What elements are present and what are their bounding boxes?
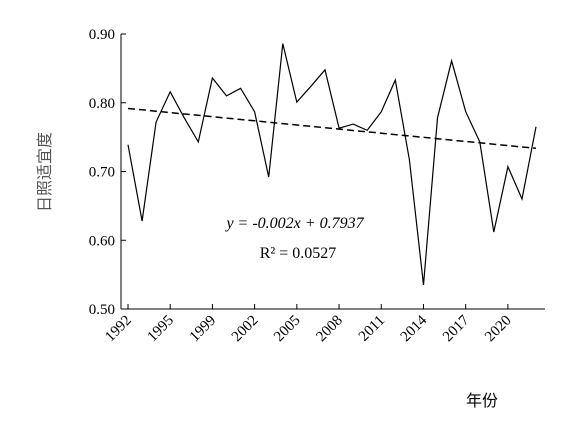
x-tick-label: 2014 xyxy=(398,312,431,345)
data-line xyxy=(127,43,537,285)
y-tick-label: 0.70 xyxy=(89,165,115,181)
y-tick-label: 0.80 xyxy=(89,96,115,112)
x-tick-label: 2020 xyxy=(482,313,515,346)
equation: y = -0.002x + 0.7937 xyxy=(224,215,364,232)
y-axis-label: 日照适宜度 xyxy=(36,132,54,212)
x-tick-label: 2011 xyxy=(356,313,388,345)
x-tick-label: 1999 xyxy=(187,313,220,346)
y-tick-label: 0.90 xyxy=(89,27,115,43)
y-tick-label: 0.60 xyxy=(89,233,115,249)
y-tick-label: 0.50 xyxy=(89,302,115,318)
x-tick-label: 2008 xyxy=(313,313,346,346)
trend-line xyxy=(127,107,537,150)
r-squared: R² = 0.0527 xyxy=(260,245,337,262)
x-axis-label: 年份 xyxy=(466,392,498,410)
x-tick-label: 2002 xyxy=(229,313,262,346)
x-tick-label: 2017 xyxy=(440,312,473,345)
x-tick-label: 1995 xyxy=(145,313,178,346)
x-tick-label: 2005 xyxy=(271,313,304,346)
